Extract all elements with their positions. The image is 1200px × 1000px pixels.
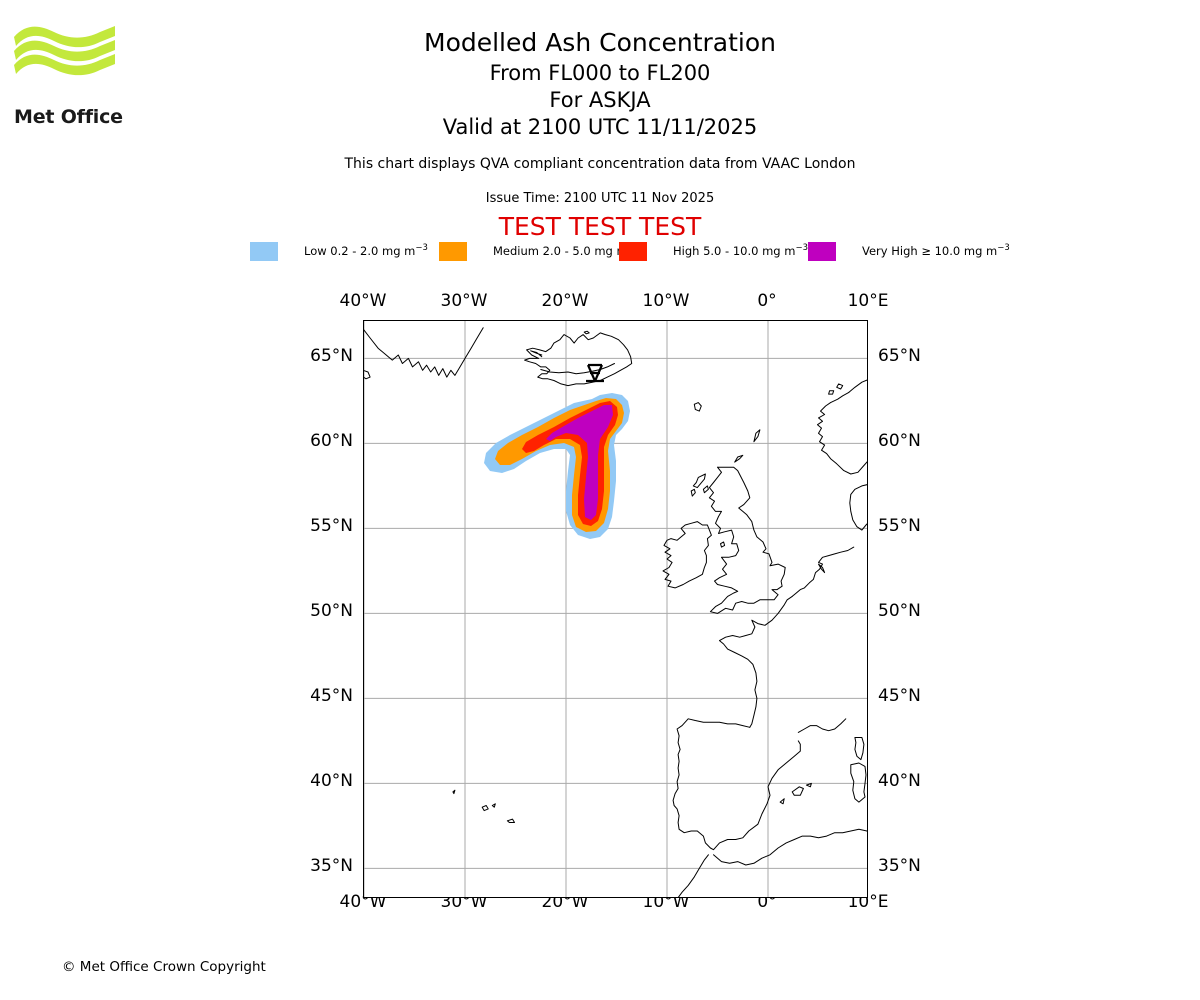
map-panel: [363, 320, 868, 898]
axis-tick: 10°E: [847, 291, 889, 311]
coastline-path: [506, 818, 515, 823]
flight-level-line: From FL000 to FL200: [489, 61, 711, 85]
legend-swatch-low: [250, 241, 278, 261]
coastlines: [364, 327, 867, 897]
coastline-path: [693, 402, 702, 412]
coastline-path: [797, 718, 847, 733]
axis-tick: 20°W: [541, 291, 589, 311]
page-title: Modelled Ash Concentration: [424, 28, 776, 57]
met-office-logo: Met Office: [12, 24, 192, 127]
coastline-path: [779, 798, 785, 805]
legend-label-low: Low 0.2 - 2.0 mg m−3: [304, 243, 428, 259]
coastline-path: [364, 370, 371, 380]
coastline-path: [677, 854, 709, 897]
volcano-line: For ASKJA: [549, 88, 651, 112]
coastline-path: [540, 363, 615, 375]
coastline-path: [692, 473, 706, 489]
coastline-path: [720, 541, 726, 548]
axis-tick: 40°N: [878, 771, 921, 792]
coastline-path: [805, 782, 812, 788]
axis-tick: 45°N: [310, 686, 353, 707]
axis-tick: 60°N: [310, 431, 353, 452]
axis-tick: 50°N: [310, 601, 353, 622]
coastline-path: [753, 429, 761, 443]
logo-text: Met Office: [14, 106, 123, 128]
axis-tick: 45°N: [878, 686, 921, 707]
coastline-path: [583, 330, 590, 335]
ash-plume: [484, 393, 630, 539]
axis-tick: 50°N: [878, 601, 921, 622]
plume-band-very-high: [546, 405, 613, 520]
coastline-path: [850, 762, 867, 803]
coastline-path: [854, 737, 865, 761]
coastline-path: [530, 350, 543, 358]
map-frame: [363, 320, 868, 898]
coastline-path: [481, 805, 489, 812]
axis-tick: 30°W: [440, 291, 488, 311]
concentration-legend: Low 0.2 - 2.0 mg m−3 Medium 2.0 - 5.0 mg…: [250, 241, 1010, 261]
volcano-triangle-icon: [586, 363, 604, 383]
coastline-path: [828, 390, 835, 395]
axis-tick: 35°N: [310, 856, 353, 877]
issue-time: Issue Time: 2100 UTC 11 Nov 2025: [485, 191, 715, 206]
axis-tick: 55°N: [878, 516, 921, 537]
coastline-path: [672, 718, 801, 851]
qva-subtitle: This chart displays QVA compliant concen…: [344, 156, 856, 172]
coastline-path: [662, 521, 712, 589]
coastline-path: [791, 786, 804, 796]
copyright-text: © Met Office Crown Copyright: [62, 959, 266, 975]
coastline-path: [849, 484, 867, 531]
coastline-path: [719, 595, 793, 728]
coastline-path: [734, 454, 744, 463]
axis-tick: 35°N: [878, 856, 921, 877]
valid-time-line: Valid at 2100 UTC 11/11/2025: [442, 115, 758, 139]
legend-label-very-high: Very High ≥ 10.0 mg m−3: [862, 243, 1010, 259]
coastline-path: [818, 563, 826, 574]
map-canvas: [364, 321, 867, 897]
coastline-path: [791, 546, 855, 597]
axis-tick: 60°N: [878, 431, 921, 452]
coastline-path: [708, 466, 786, 614]
test-banner: TEST TEST TEST: [498, 212, 702, 241]
axis-tick: 10°W: [642, 291, 690, 311]
axis-tick: 0°: [757, 291, 777, 311]
legend-swatch-medium: [439, 241, 467, 261]
met-office-waves-icon: [14, 26, 115, 76]
coastline-path: [702, 485, 709, 494]
axis-tick: 40°N: [310, 771, 353, 792]
legend-swatch-very-high: [808, 241, 836, 261]
coastline-path: [364, 327, 484, 378]
coastline-path: [491, 803, 496, 808]
coastline-path: [690, 488, 696, 497]
legend-label-high: High 5.0 - 10.0 mg m−3: [673, 243, 808, 259]
coastline-path: [524, 332, 633, 387]
coastline-path: [713, 828, 867, 866]
coastline-path: [848, 379, 867, 393]
axis-tick: 65°N: [310, 346, 353, 367]
legend-swatch-high: [619, 241, 647, 261]
coastline-path: [817, 391, 867, 475]
axis-tick: 65°N: [878, 346, 921, 367]
axis-tick: 40°W: [339, 291, 387, 311]
coastline-path: [836, 383, 844, 390]
coastline-path: [452, 789, 456, 795]
axis-tick: 55°N: [310, 516, 353, 537]
